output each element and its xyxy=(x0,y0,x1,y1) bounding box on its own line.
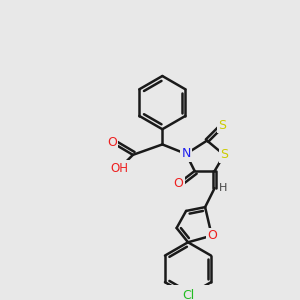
Text: S: S xyxy=(218,119,226,132)
Text: N: N xyxy=(182,147,191,161)
Text: S: S xyxy=(220,148,228,161)
Text: O: O xyxy=(207,229,217,242)
Text: O: O xyxy=(174,177,183,190)
Text: H: H xyxy=(219,183,227,193)
Text: O: O xyxy=(107,136,117,149)
Text: OH: OH xyxy=(111,162,129,175)
Text: Cl: Cl xyxy=(182,289,194,300)
